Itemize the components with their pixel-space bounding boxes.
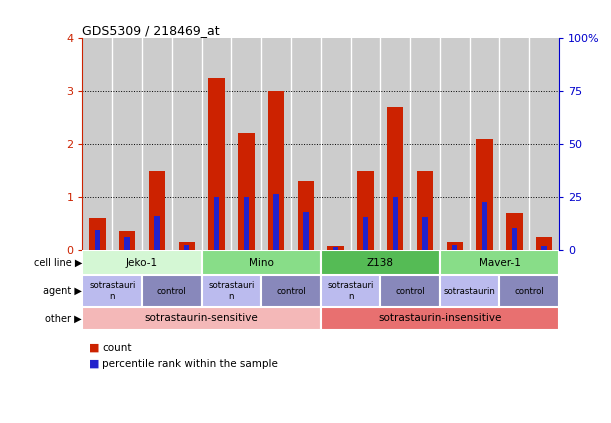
Text: control: control	[276, 287, 306, 296]
Bar	[321, 307, 559, 330]
Bar	[529, 38, 559, 250]
Bar	[410, 38, 440, 250]
Text: sotrastaurin-sensitive: sotrastaurin-sensitive	[145, 313, 258, 324]
Text: ■: ■	[89, 359, 99, 369]
Text: GDS5309 / 218469_at: GDS5309 / 218469_at	[82, 24, 220, 37]
Bar	[214, 197, 219, 250]
Bar	[142, 275, 202, 307]
Bar	[244, 197, 249, 250]
Bar	[154, 216, 159, 250]
Bar	[82, 38, 112, 250]
Bar	[119, 231, 136, 250]
Bar	[82, 250, 202, 275]
Bar	[511, 228, 517, 250]
Bar	[303, 212, 309, 250]
Bar	[333, 247, 338, 250]
Bar	[392, 197, 398, 250]
Bar	[500, 38, 529, 250]
Bar	[380, 275, 440, 307]
Text: control: control	[395, 287, 425, 296]
Bar	[506, 213, 522, 250]
Text: control: control	[514, 287, 544, 296]
Bar	[178, 242, 195, 250]
Text: sotrastauri
n: sotrastauri n	[89, 281, 136, 301]
Bar	[148, 170, 165, 250]
Text: Jeko-1: Jeko-1	[126, 258, 158, 268]
Text: ■: ■	[89, 343, 99, 353]
Bar	[184, 245, 189, 250]
Text: agent ▶: agent ▶	[43, 286, 82, 296]
Bar	[82, 307, 321, 330]
Bar	[477, 139, 493, 250]
Bar	[142, 38, 172, 250]
Bar	[262, 275, 321, 307]
Bar	[417, 170, 433, 250]
Bar	[202, 38, 232, 250]
Bar	[380, 38, 410, 250]
Bar	[125, 237, 130, 250]
Bar	[298, 181, 314, 250]
Text: sotrastaurin: sotrastaurin	[444, 287, 496, 296]
Bar	[536, 237, 552, 250]
Bar	[447, 242, 463, 250]
Bar	[327, 246, 344, 250]
Bar	[321, 275, 380, 307]
Bar	[357, 170, 374, 250]
Bar	[291, 38, 321, 250]
Text: Z138: Z138	[367, 258, 394, 268]
Bar	[232, 38, 262, 250]
Text: control: control	[157, 287, 187, 296]
Bar	[363, 217, 368, 250]
Text: percentile rank within the sample: percentile rank within the sample	[102, 359, 278, 369]
Text: Mino: Mino	[249, 258, 274, 268]
Bar	[440, 250, 559, 275]
Bar	[321, 250, 440, 275]
Text: other ▶: other ▶	[45, 313, 82, 324]
Bar	[387, 107, 403, 250]
Bar	[238, 133, 255, 250]
Bar	[95, 230, 100, 250]
Bar	[440, 275, 500, 307]
Bar	[273, 195, 279, 250]
Bar	[482, 202, 488, 250]
Text: sotrastauri
n: sotrastauri n	[327, 281, 374, 301]
Bar	[112, 38, 142, 250]
Bar	[202, 250, 321, 275]
Bar	[440, 38, 470, 250]
Bar	[208, 78, 225, 250]
Bar	[262, 38, 291, 250]
Bar	[202, 275, 262, 307]
Bar	[82, 275, 142, 307]
Text: cell line ▶: cell line ▶	[34, 258, 82, 268]
Bar	[89, 218, 106, 250]
Bar	[541, 246, 547, 250]
Bar	[500, 275, 559, 307]
Bar	[351, 38, 380, 250]
Bar	[470, 38, 500, 250]
Bar	[452, 245, 458, 250]
Bar	[172, 38, 202, 250]
Text: sotrastaurin-insensitive: sotrastaurin-insensitive	[378, 313, 502, 324]
Text: Maver-1: Maver-1	[478, 258, 521, 268]
Bar	[422, 217, 428, 250]
Text: count: count	[102, 343, 131, 353]
Text: sotrastauri
n: sotrastauri n	[208, 281, 255, 301]
Bar	[321, 38, 351, 250]
Bar	[268, 91, 284, 250]
